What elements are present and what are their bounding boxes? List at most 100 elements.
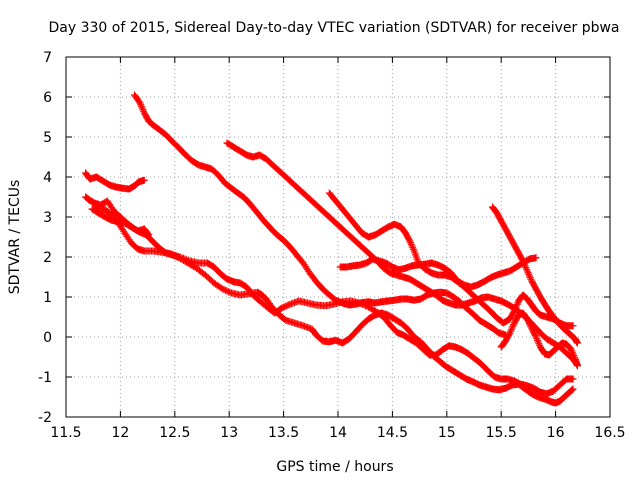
data-point — [144, 230, 152, 238]
y-tick-label: -1 — [38, 370, 52, 386]
x-tick-label: 12.5 — [159, 425, 190, 441]
data-point — [512, 302, 520, 310]
data-point — [529, 327, 537, 335]
grid-lines — [66, 57, 610, 417]
series-track-f — [223, 139, 581, 369]
data-point — [507, 327, 515, 335]
data-point — [505, 330, 513, 338]
y-tick-label: 0 — [43, 330, 52, 346]
plot-frame — [65, 56, 611, 418]
x-tick-label: 13 — [220, 425, 238, 441]
x-tick-label: 16.5 — [594, 425, 625, 441]
data-point — [140, 107, 148, 115]
y-tick-label: 2 — [43, 250, 52, 266]
y-tick-label: 5 — [43, 130, 52, 146]
data-point — [532, 254, 540, 262]
series-track-j — [497, 309, 581, 370]
data-point — [520, 259, 528, 267]
y-axis-label: SDTVAR / TECUs — [7, 180, 23, 295]
x-axis-label: GPS time / hours — [276, 459, 393, 475]
data-point — [519, 257, 527, 265]
data-point — [409, 244, 417, 252]
data-point — [506, 329, 514, 337]
data-point — [527, 323, 535, 331]
data-point — [409, 245, 417, 253]
data-point — [573, 339, 581, 347]
data-point — [569, 385, 577, 393]
chart-title: Day 330 of 2015, Sidereal Day-to-day VTE… — [48, 20, 619, 36]
data-point — [523, 267, 531, 275]
x-tick-label: 12 — [111, 425, 129, 441]
tick-labels: 11.5 12 12.5 13 13.5 14 14.5 15 15.5 16 16.5-2-101… — [38, 50, 626, 441]
data-point — [136, 99, 144, 107]
data-point — [524, 317, 532, 324]
x-tick-label: 14.5 — [377, 425, 408, 441]
data-point — [137, 102, 145, 110]
data-point — [512, 304, 520, 312]
data-point — [568, 386, 576, 394]
data-point — [526, 320, 533, 328]
y-tick-label: 7 — [43, 50, 52, 66]
data-point — [532, 333, 540, 341]
data-point — [521, 262, 529, 270]
y-tick-label: 6 — [43, 90, 52, 106]
x-tick-label: 15 — [438, 425, 456, 441]
series-track-c — [84, 195, 577, 407]
data-point — [513, 300, 521, 308]
data-point — [509, 322, 517, 330]
data-point — [524, 269, 532, 277]
data-point — [569, 322, 577, 330]
y-tick-label: -2 — [38, 410, 52, 426]
data-point — [525, 270, 533, 278]
series-track-a — [82, 169, 148, 193]
data-point — [135, 98, 143, 106]
data-point — [145, 231, 153, 239]
data-point — [525, 318, 533, 326]
data-point — [407, 239, 414, 247]
series-track-h — [336, 254, 540, 291]
data-point — [535, 340, 543, 348]
data-point — [523, 265, 531, 273]
data-point — [405, 236, 413, 244]
x-tick-label: 15.5 — [486, 425, 517, 441]
data-point — [570, 352, 578, 360]
data-point — [137, 101, 145, 109]
data-points — [82, 91, 581, 407]
data-point — [510, 321, 517, 329]
data-point — [510, 308, 517, 316]
data-point — [526, 274, 534, 282]
data-point — [138, 104, 146, 112]
data-point — [526, 321, 534, 329]
y-tick-label: 3 — [43, 210, 52, 226]
data-point — [406, 237, 414, 245]
x-tick-label: 13.5 — [268, 425, 299, 441]
data-point — [522, 264, 530, 272]
data-point — [520, 260, 528, 268]
data-point — [573, 362, 581, 370]
data-point — [533, 335, 541, 343]
data-point — [507, 326, 515, 334]
data-point — [511, 305, 519, 313]
y-tick-label: 1 — [43, 290, 52, 306]
x-tick-label: 16 — [547, 425, 565, 441]
data-point — [569, 375, 577, 383]
series-track-i — [489, 203, 581, 347]
data-point — [568, 348, 576, 356]
data-point — [526, 272, 533, 280]
data-point — [139, 106, 147, 114]
data-point — [407, 240, 415, 248]
x-tick-label: 11.5 — [50, 425, 81, 441]
data-point — [140, 176, 148, 184]
data-point — [510, 307, 518, 315]
data-point — [531, 332, 539, 339]
y-tick-label: 4 — [43, 170, 52, 186]
data-point — [569, 350, 577, 358]
data-point — [567, 345, 575, 353]
series-track-d — [88, 205, 153, 239]
data-point — [534, 338, 542, 346]
data-point — [508, 324, 516, 332]
x-tick-label: 14 — [329, 425, 347, 441]
data-point — [408, 242, 416, 250]
